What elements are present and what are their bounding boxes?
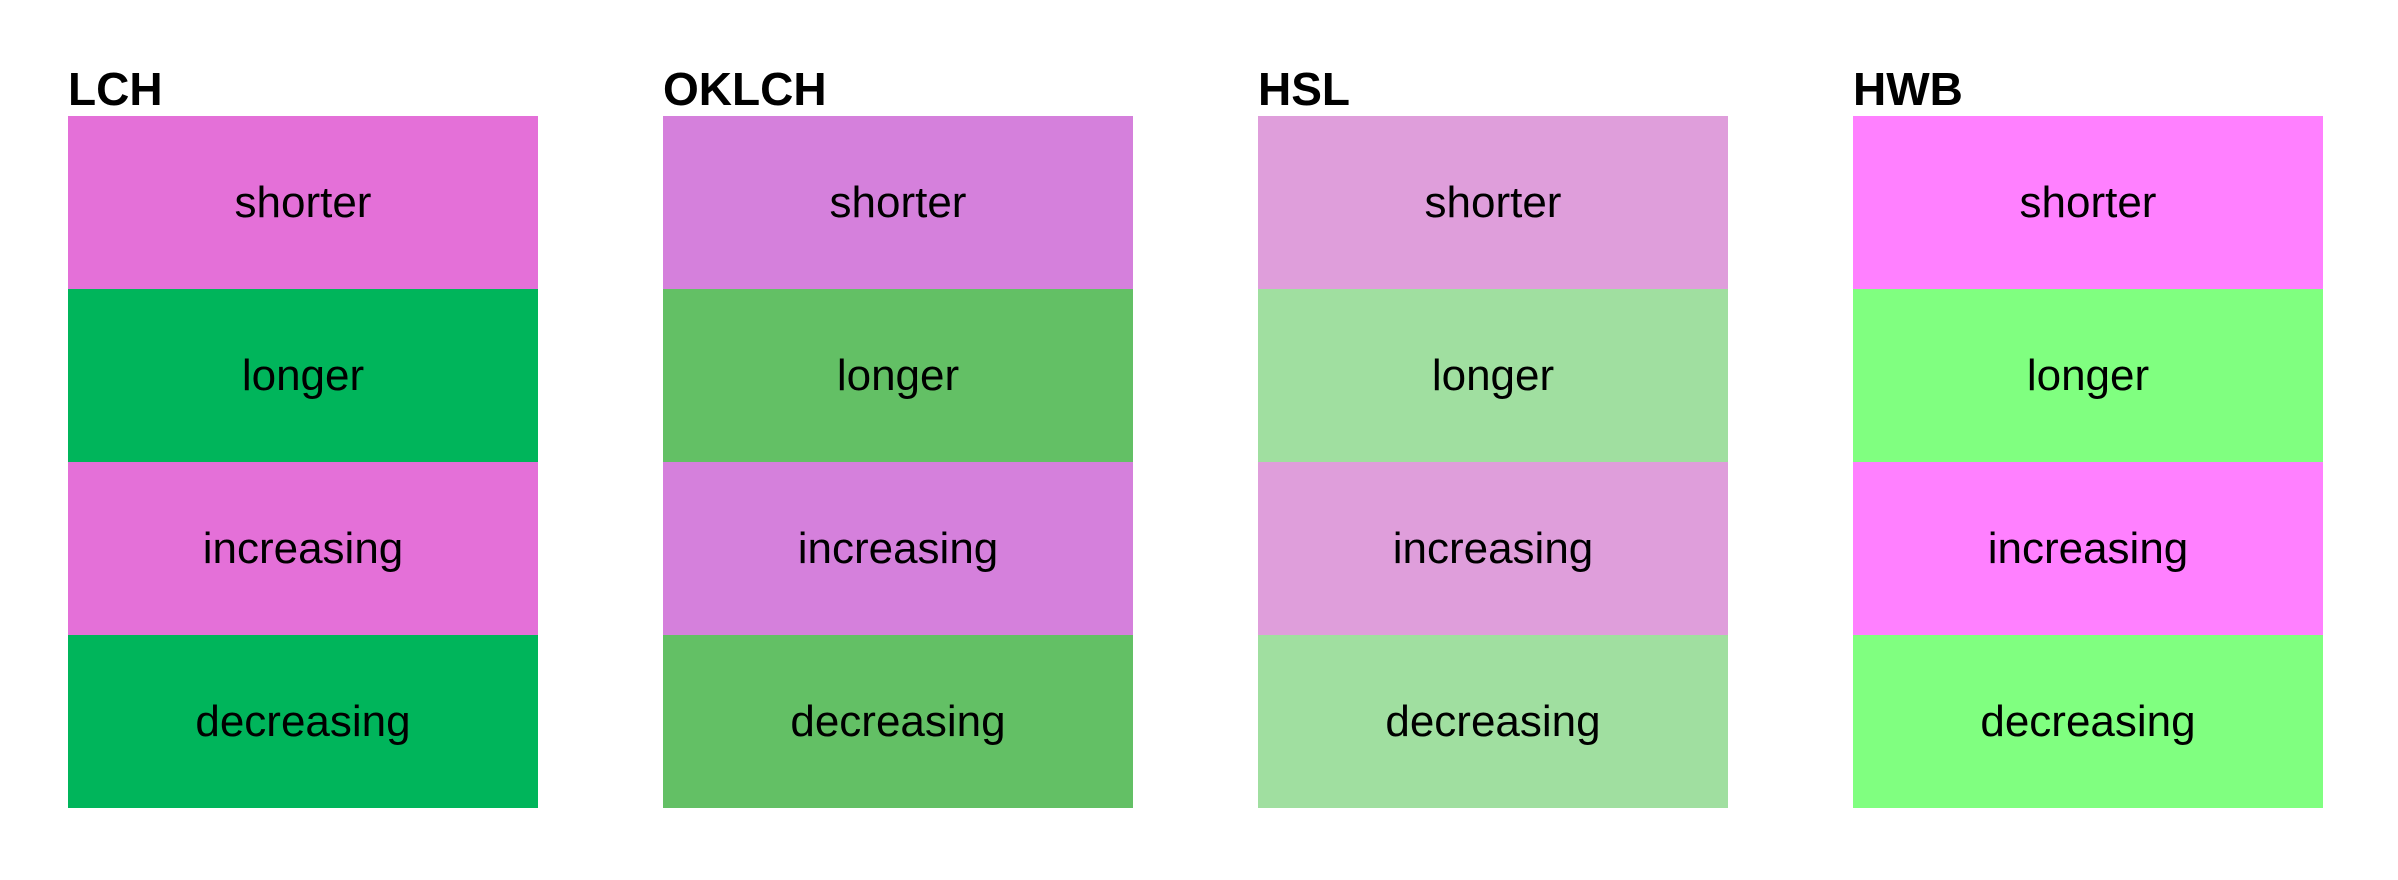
swatch-increasing: increasing xyxy=(663,462,1133,635)
swatch-label: longer xyxy=(241,350,365,400)
swatch-decreasing: decreasing xyxy=(68,635,538,808)
swatch-longer: longer xyxy=(1853,289,2323,462)
swatch-increasing: increasing xyxy=(1258,462,1728,635)
swatch-increasing: increasing xyxy=(68,462,538,635)
column-oklch: OKLCH shorter longer increasing decreasing xyxy=(663,62,1133,808)
swatch-longer: longer xyxy=(68,289,538,462)
swatch-label: longer xyxy=(2026,350,2150,400)
swatch-label: shorter xyxy=(829,177,967,227)
column-title: LCH xyxy=(68,63,163,115)
swatch-shorter: shorter xyxy=(68,116,538,289)
column-title: HWB xyxy=(1853,63,1963,115)
column-lch: LCH shorter longer increasing decreasing xyxy=(68,62,538,808)
swatch-shorter: shorter xyxy=(663,116,1133,289)
swatch-label: increasing xyxy=(797,523,999,573)
swatch-label: shorter xyxy=(2019,177,2157,227)
swatch-label: increasing xyxy=(1987,523,2189,573)
swatch-shorter: shorter xyxy=(1853,116,2323,289)
swatch-label: decreasing xyxy=(1980,696,2196,746)
swatch-decreasing: decreasing xyxy=(663,635,1133,808)
swatch-longer: longer xyxy=(1258,289,1728,462)
swatch-label: decreasing xyxy=(195,696,411,746)
swatch-label: decreasing xyxy=(790,696,1006,746)
swatch-decreasing: decreasing xyxy=(1258,635,1728,808)
swatch-label: increasing xyxy=(1392,523,1594,573)
column-hwb: HWB shorter longer increasing decreasing xyxy=(1853,62,2323,808)
swatch-label: longer xyxy=(1431,350,1555,400)
swatch-label: longer xyxy=(836,350,960,400)
swatch-label: increasing xyxy=(202,523,404,573)
swatch-label: shorter xyxy=(234,177,372,227)
swatch-decreasing: decreasing xyxy=(1853,635,2323,808)
swatch-shorter: shorter xyxy=(1258,116,1728,289)
swatch-label: decreasing xyxy=(1385,696,1601,746)
swatch-longer: longer xyxy=(663,289,1133,462)
column-hsl: HSL shorter longer increasing decreasing xyxy=(1258,62,1728,808)
column-title: HSL xyxy=(1258,63,1350,115)
swatch-label: shorter xyxy=(1424,177,1562,227)
swatch-increasing: increasing xyxy=(1853,462,2323,635)
column-title: OKLCH xyxy=(663,63,827,115)
